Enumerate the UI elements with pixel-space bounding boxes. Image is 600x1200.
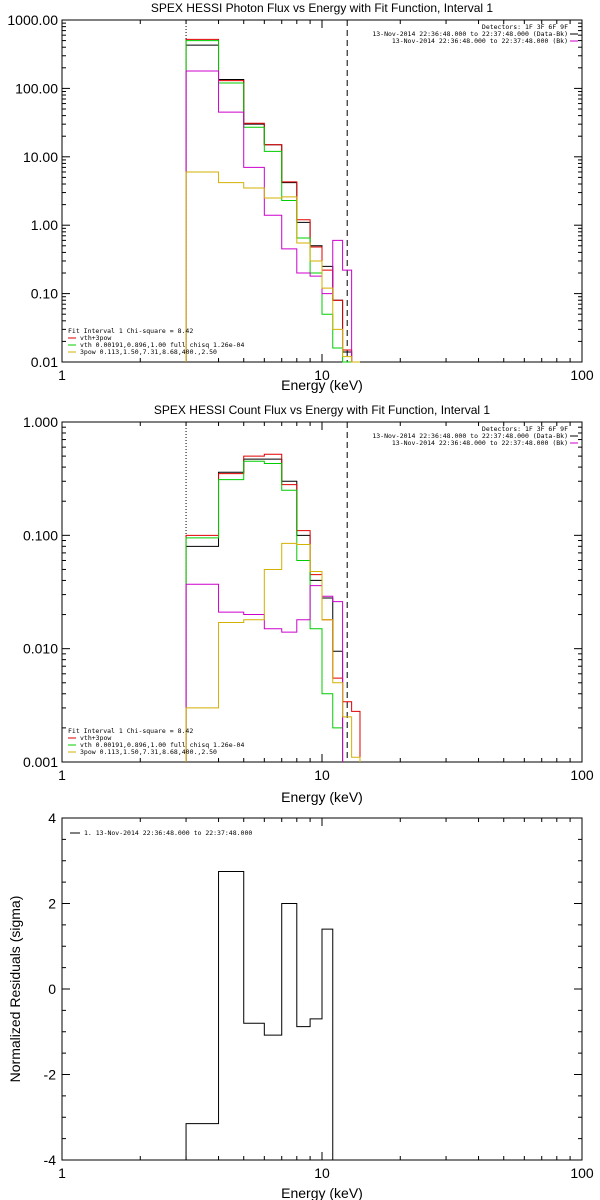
y-tick-label: 2 <box>48 896 56 912</box>
y-tick-label: 0.010 <box>23 641 58 657</box>
legend-top-right-entry: 13-Nov-2014 22:36:48.000 to 22:37:48.000… <box>392 37 568 45</box>
chart-title: SPEX HESSI Photon Flux vs Energy with Fi… <box>151 1 493 15</box>
x-tick-label: 1 <box>58 367 66 383</box>
legend-bottom-left-entry: Fit Interval 1 Chi-square = 8.42 <box>68 727 193 735</box>
legend-top-right-entry: Detectors: 1F 3F 6F 9F <box>482 425 568 433</box>
x-axis-label: Energy (keV) <box>281 377 363 393</box>
legend-bottom-left-entry: Fit Interval 1 Chi-square = 8.42 <box>68 327 193 335</box>
y-tick-label: 0.100 <box>23 527 58 543</box>
y-tick-label: 1.000 <box>23 414 58 430</box>
legend-top-left-entry: 1. 13-Nov-2014 22:36:48.000 to 22:37:48.… <box>84 829 252 837</box>
chart-panel-1: SPEX HESSI Photon Flux vs Energy with Fi… <box>7 1 594 393</box>
series-1-13-nov-2014-22-36-48-000-to-22-37-48-000 <box>185 870 343 1161</box>
y-tick-label: 0.01 <box>31 354 58 370</box>
legend-bottom-left-entry: vth+3pow <box>80 334 111 342</box>
y-tick-label: 1000.00 <box>7 12 58 28</box>
chart-panel-2: SPEX HESSI Count Flux vs Energy with Fit… <box>23 403 594 805</box>
legend-top-right-entry: Detectors: 1F 3F 6F 9F <box>482 23 568 31</box>
y-tick-label: -4 <box>44 1152 57 1168</box>
legend-bottom-left-entry: vth 0.00191,0.896,1.00 full chisq 1.26e-… <box>80 341 244 349</box>
y-tick-label: -2 <box>44 1067 57 1083</box>
series-vth <box>185 40 352 363</box>
x-tick-label: 10 <box>314 767 330 783</box>
series-vth-3pow <box>185 38 353 362</box>
series-vth-3pow <box>185 453 361 762</box>
x-tick-label: 100 <box>570 367 594 383</box>
series-bk <box>185 583 344 762</box>
y-tick-label: 100.00 <box>15 80 58 96</box>
y-tick-label: 0.10 <box>31 286 58 302</box>
x-tick-label: 1 <box>58 1165 66 1181</box>
series-3pow <box>185 171 360 363</box>
legend-top-right-entry: 13-Nov-2014 22:36:48.000 to 22:37:48.000… <box>372 30 568 38</box>
legend-bottom-left-entry: 3pow 0.113,1.50,7.31,8.68,400.,2.50 <box>80 348 217 356</box>
x-tick-label: 10 <box>314 367 330 383</box>
x-tick-label: 100 <box>570 767 594 783</box>
y-tick-label: 1.00 <box>31 217 58 233</box>
y-axis-label: Normalized Residuals (sigma) <box>7 896 23 1083</box>
legend-top-right-entry: 13-Nov-2014 22:36:48.000 to 22:37:48.000… <box>372 432 568 440</box>
legend-bottom-left-entry: vth 0.00191,0.896,1.00 full chisq 1.26e-… <box>80 741 244 749</box>
legend-top-right-entry: 13-Nov-2014 22:36:48.000 to 22:37:48.000… <box>392 439 568 447</box>
chart-title: SPEX HESSI Count Flux vs Energy with Fit… <box>154 403 490 417</box>
y-tick-label: 10.00 <box>23 149 58 165</box>
series-bk <box>185 70 353 362</box>
x-axis-label: Energy (keV) <box>281 789 363 805</box>
y-tick-label: 0 <box>48 981 56 997</box>
y-tick-label: 4 <box>48 810 56 826</box>
legend-bottom-left-entry: 3pow 0.113,1.50,7.31,8.68,400.,2.50 <box>80 748 217 756</box>
x-axis-label: Energy (keV) <box>281 1185 363 1200</box>
series-3pow <box>185 542 361 762</box>
series-vth <box>185 460 344 762</box>
x-tick-label: 100 <box>570 1165 594 1181</box>
chart-panel-3: 1 10 100 Energy (keV) -4 -2 0 2 4 Normalized Resi… <box>7 810 594 1200</box>
legend-bottom-left-entry: vth+3pow <box>80 734 111 742</box>
x-tick-label: 1 <box>58 767 66 783</box>
x-tick-label: 10 <box>314 1165 330 1181</box>
y-tick-label: 0.001 <box>23 754 58 770</box>
